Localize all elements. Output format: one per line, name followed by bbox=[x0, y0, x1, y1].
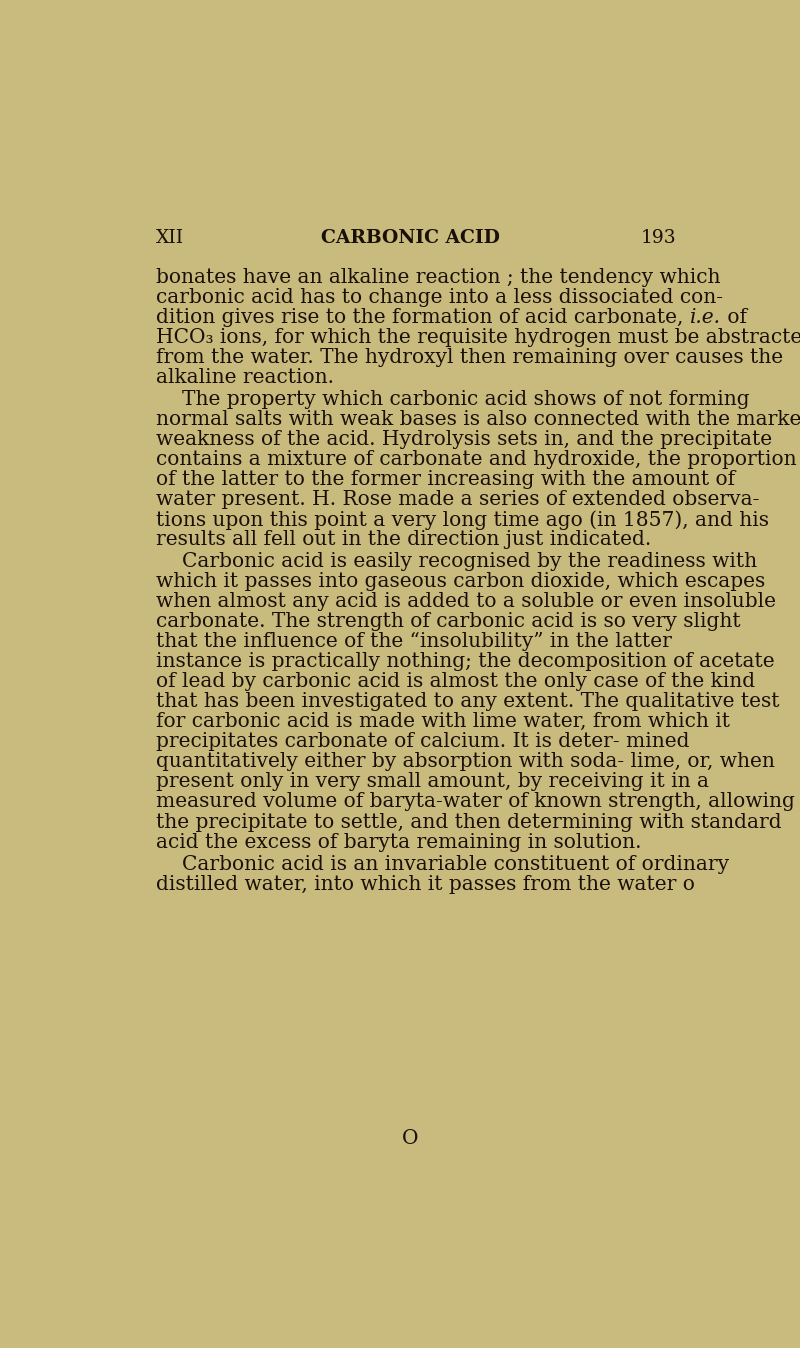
Text: weakness of the acid. Hydrolysis sets in, and the precipitate: weakness of the acid. Hydrolysis sets in… bbox=[156, 430, 772, 449]
Text: dition gives rise to the formation of acid carbonate,: dition gives rise to the formation of ac… bbox=[156, 307, 690, 326]
Text: of: of bbox=[721, 307, 746, 326]
Text: of the latter to the former increasing with the amount of: of the latter to the former increasing w… bbox=[156, 470, 735, 489]
Text: Carbonic acid is an invariable constituent of ordinary: Carbonic acid is an invariable constitue… bbox=[182, 855, 729, 874]
Text: 193: 193 bbox=[641, 229, 677, 247]
Text: instance is practically nothing; the decomposition of acetate: instance is practically nothing; the dec… bbox=[156, 652, 774, 671]
Text: that has been investigated to any extent. The qualitative test: that has been investigated to any extent… bbox=[156, 693, 779, 712]
Text: the precipitate to settle, and then determining with standard: the precipitate to settle, and then dete… bbox=[156, 813, 782, 832]
Text: The property which carbonic acid shows of not forming: The property which carbonic acid shows o… bbox=[182, 390, 750, 408]
Text: present only in very small amount, by receiving it in a: present only in very small amount, by re… bbox=[156, 772, 709, 791]
Text: O: O bbox=[402, 1128, 418, 1148]
Text: water present. H. Rose made a series of extended observa-: water present. H. Rose made a series of … bbox=[156, 489, 759, 510]
Text: which it passes into gaseous carbon dioxide, which escapes: which it passes into gaseous carbon diox… bbox=[156, 572, 765, 592]
Text: precipitates carbonate of calcium. It is deter- mined: precipitates carbonate of calcium. It is… bbox=[156, 732, 690, 751]
Text: HCO₃ ions, for which the requisite hydrogen must be abstracted: HCO₃ ions, for which the requisite hydro… bbox=[156, 328, 800, 346]
Text: XII: XII bbox=[156, 229, 184, 247]
Text: quantitatively either by absorption with soda- lime, or, when: quantitatively either by absorption with… bbox=[156, 752, 774, 771]
Text: tions upon this point a very long time ago (in 1857), and his: tions upon this point a very long time a… bbox=[156, 510, 769, 530]
Text: distilled water, into which it passes from the water o: distilled water, into which it passes fr… bbox=[156, 875, 694, 894]
Text: results all fell out in the direction just indicated.: results all fell out in the direction ju… bbox=[156, 530, 651, 549]
Text: bonates have an alkaline reaction ; the tendency which: bonates have an alkaline reaction ; the … bbox=[156, 268, 720, 287]
Text: normal salts with weak bases is also connected with the marked: normal salts with weak bases is also con… bbox=[156, 410, 800, 429]
Text: carbonate. The strength of carbonic acid is so very slight: carbonate. The strength of carbonic acid… bbox=[156, 612, 741, 631]
Text: i.e.: i.e. bbox=[690, 307, 721, 326]
Text: Carbonic acid is easily recognised by the readiness with: Carbonic acid is easily recognised by th… bbox=[182, 553, 757, 572]
Text: when almost any acid is added to a soluble or even insoluble: when almost any acid is added to a solub… bbox=[156, 592, 776, 611]
Text: carbonic acid has to change into a less dissociated con-: carbonic acid has to change into a less … bbox=[156, 287, 723, 306]
Text: from the water. The hydroxyl then remaining over causes the: from the water. The hydroxyl then remain… bbox=[156, 348, 783, 367]
Text: measured volume of baryta-water of known strength, allowing: measured volume of baryta-water of known… bbox=[156, 793, 794, 811]
Text: that the influence of the “insolubility” in the latter: that the influence of the “insolubility”… bbox=[156, 632, 672, 651]
Text: CARBONIC ACID: CARBONIC ACID bbox=[321, 229, 499, 247]
Text: of lead by carbonic acid is almost the only case of the kind: of lead by carbonic acid is almost the o… bbox=[156, 673, 755, 692]
Text: for carbonic acid is made with lime water, from which it: for carbonic acid is made with lime wate… bbox=[156, 712, 730, 732]
Text: alkaline reaction.: alkaline reaction. bbox=[156, 368, 334, 387]
Text: acid the excess of baryta remaining in solution.: acid the excess of baryta remaining in s… bbox=[156, 833, 642, 852]
Text: contains a mixture of carbonate and hydroxide, the proportion: contains a mixture of carbonate and hydr… bbox=[156, 450, 797, 469]
